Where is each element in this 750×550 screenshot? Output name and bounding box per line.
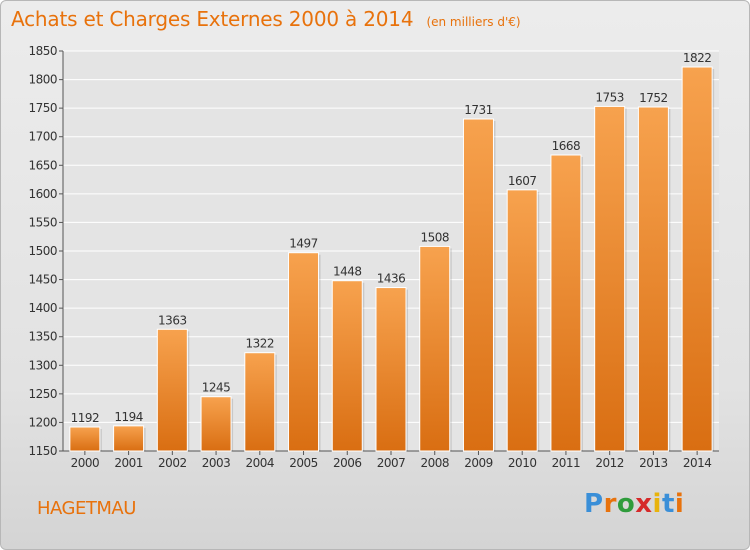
chart-subtitle: (en milliers d'€) xyxy=(426,15,521,29)
logo-letter: P xyxy=(584,489,604,519)
bar xyxy=(375,287,407,452)
x-tick-label: 2005 xyxy=(289,456,318,470)
x-tick-label: 2011 xyxy=(552,456,581,470)
y-tick-label: 1300 xyxy=(28,358,57,372)
logo-letter: x xyxy=(635,489,653,519)
y-tick-label: 1600 xyxy=(28,187,57,201)
x-tick-label: 2013 xyxy=(639,456,668,470)
bar-value-label: 1448 xyxy=(333,265,362,279)
title-row: Achats et Charges Externes 2000 à 2014 (… xyxy=(11,7,521,31)
bar xyxy=(462,118,494,452)
bar xyxy=(331,280,363,452)
bar-value-label: 1192 xyxy=(71,411,100,425)
bar-value-label: 1668 xyxy=(552,139,581,153)
y-tick-label: 1650 xyxy=(28,158,57,172)
logo-letter: o xyxy=(616,489,636,519)
y-tick-label: 1750 xyxy=(28,101,57,115)
x-tick-label: 2008 xyxy=(420,456,449,470)
bar xyxy=(594,105,626,452)
bar-value-label: 1322 xyxy=(246,337,275,351)
y-tick-label: 1450 xyxy=(28,273,57,287)
x-tick-label: 2001 xyxy=(114,456,143,470)
x-tick-label: 2006 xyxy=(333,456,362,470)
y-tick-label: 1250 xyxy=(28,387,57,401)
bar xyxy=(200,396,232,452)
bar xyxy=(506,189,538,452)
bar xyxy=(244,352,276,452)
bar xyxy=(419,245,451,452)
y-tick-label: 1200 xyxy=(28,415,57,429)
bar-value-label: 1752 xyxy=(639,91,668,105)
bar-value-label: 1731 xyxy=(464,103,493,117)
bar xyxy=(113,425,145,452)
y-tick-label: 1850 xyxy=(28,44,57,58)
logo-letter: i xyxy=(674,489,685,519)
x-tick-label: 2003 xyxy=(202,456,231,470)
bar-value-label: 1497 xyxy=(289,237,318,251)
y-tick-label: 1700 xyxy=(28,130,57,144)
bar-value-label: 1245 xyxy=(202,381,231,395)
bar xyxy=(288,252,320,452)
y-tick-label: 1400 xyxy=(28,301,57,315)
x-tick-label: 2010 xyxy=(508,456,537,470)
bar xyxy=(550,154,582,452)
y-tick-label: 1500 xyxy=(28,244,57,258)
y-tick-label: 1550 xyxy=(28,215,57,229)
bar xyxy=(681,66,713,452)
x-tick-label: 2012 xyxy=(595,456,624,470)
x-tick-label: 2002 xyxy=(158,456,187,470)
x-tick-label: 2009 xyxy=(464,456,493,470)
x-tick-label: 2004 xyxy=(246,456,275,470)
logo-letter: t xyxy=(661,489,675,519)
bar-value-label: 1194 xyxy=(114,410,143,424)
x-tick-label: 2000 xyxy=(71,456,100,470)
proxiti-logo: Proxiti xyxy=(584,489,684,519)
x-tick-label: 2014 xyxy=(683,456,712,470)
bar xyxy=(156,328,188,452)
city-name: HAGETMAU xyxy=(37,498,136,519)
y-tick-label: 1350 xyxy=(28,330,57,344)
bar-value-label: 1822 xyxy=(683,51,712,65)
logo-letter: i xyxy=(652,489,662,519)
logo-letter: r xyxy=(603,489,617,519)
bar-value-label: 1363 xyxy=(158,313,187,327)
bar-value-label: 1753 xyxy=(595,90,624,104)
bar xyxy=(69,426,101,452)
bar-value-label: 1508 xyxy=(420,230,449,244)
y-tick-label: 1150 xyxy=(28,444,57,458)
y-tick-label: 1800 xyxy=(28,73,57,87)
chart-title: Achats et Charges Externes 2000 à 2014 xyxy=(11,7,414,31)
bar-value-label: 1607 xyxy=(508,174,537,188)
x-tick-label: 2007 xyxy=(377,456,406,470)
bar-value-label: 1436 xyxy=(377,272,406,286)
bar xyxy=(637,106,669,452)
